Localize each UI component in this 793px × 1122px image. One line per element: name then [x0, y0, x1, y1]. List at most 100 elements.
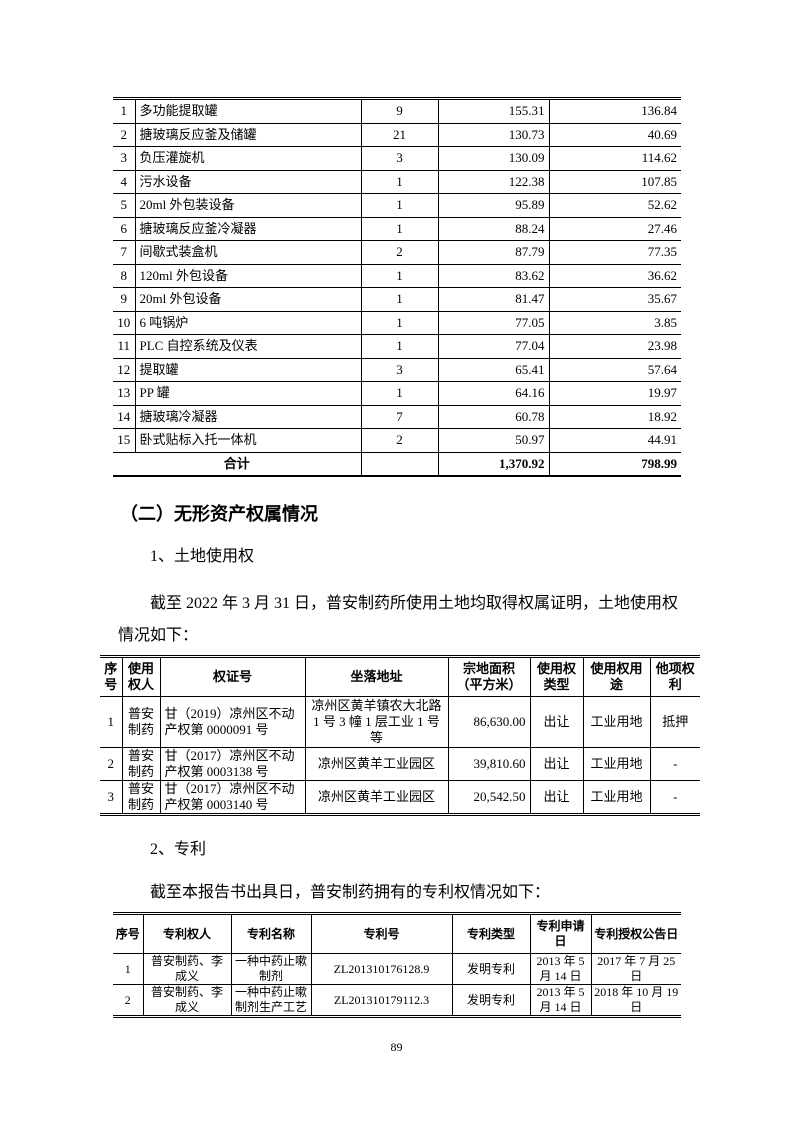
table-cell: 2: [113, 984, 144, 1017]
table-cell: PP 罐: [134, 381, 361, 406]
table-cell: 普安制药、李成义: [142, 953, 232, 985]
table-cell: 20ml 外包设备: [134, 287, 361, 312]
column-header: 专利名称: [230, 913, 312, 954]
table-cell: 2: [360, 428, 438, 453]
table-cell: 95.89: [437, 193, 549, 218]
table-cell: 83.62: [437, 263, 549, 288]
table-cell: 1: [113, 98, 135, 124]
table-cell: PLC 自控系统及仪表: [134, 334, 361, 359]
table-cell: 1: [360, 169, 438, 194]
table-cell: 136.84: [548, 98, 681, 124]
table-cell: 86,630.00: [447, 696, 531, 748]
page-number: 89: [390, 1040, 403, 1054]
table-cell: 65.41: [437, 357, 549, 382]
table-cell: 2013 年 5 月 14 日: [529, 953, 592, 985]
table-row: 9 20ml 外包设备 1 81.47 35.67: [113, 287, 681, 312]
table-cell: ZL201310179112.3: [310, 984, 453, 1017]
column-header: 专利号: [310, 913, 453, 954]
table-cell: ZL201310176128.9: [310, 953, 453, 985]
column-header: 使用权用途: [582, 656, 651, 697]
land-subheading: 1、土地使用权: [150, 548, 255, 565]
table-row: 1 多功能提取罐 9 155.31 136.84: [113, 98, 681, 124]
table-cell: 77.04: [437, 334, 549, 359]
table-cell: 提取罐: [134, 357, 361, 382]
column-header: 专利权人: [142, 913, 232, 954]
table-cell: 3: [100, 780, 123, 815]
table-cell: 87.79: [437, 240, 549, 265]
table-cell: 抵押: [649, 696, 700, 748]
equipment-table: 1 多功能提取罐 9 155.31 136.84 2 搪玻璃反应釜及储罐 21 130.73 40…: [113, 97, 681, 477]
table-row: 15 卧式贴标入托一体机 2 50.97 44.91: [113, 428, 681, 453]
total-value: 798.99: [548, 451, 681, 477]
table-cell: 3: [360, 357, 438, 382]
table-row: 2 普安制药 甘（2017）凉州区不动产权第 0003138 号凉州区黄羊工业园区 3…: [100, 747, 700, 781]
table-cell: 甘（2019）凉州区不动产权第 0000091 号: [159, 696, 306, 748]
table-cell: 50.97: [437, 428, 549, 453]
table-cell: 57.64: [548, 357, 681, 382]
table-cell: 1: [360, 334, 438, 359]
table-cell: 5: [113, 193, 135, 218]
table-cell: 一种中药止嗽制剂生产工艺: [230, 984, 312, 1017]
table-cell: 23.98: [548, 334, 681, 359]
table-cell: 搪玻璃反应釜及储罐: [134, 122, 361, 147]
table-cell: 15: [113, 428, 135, 453]
table-cell: 35.67: [548, 287, 681, 312]
column-header: 序号: [113, 913, 144, 954]
table-row: 1 普安制药、李成义 一种中药止嗽制剂 ZL201310176128.9 发明专利 201…: [113, 953, 681, 985]
table-cell: -: [649, 747, 700, 781]
table-cell: 出让: [529, 747, 584, 781]
table-cell: 2018 年 10 月 19 日: [590, 984, 681, 1017]
column-header: 权证号: [159, 656, 306, 697]
table-row: 8 120ml 外包设备 1 83.62 36.62: [113, 263, 681, 288]
table-cell: 13: [113, 381, 135, 406]
table-cell: 搪玻璃冷凝器: [134, 404, 361, 429]
table-row: 12 提取罐 3 65.41 57.64: [113, 357, 681, 382]
column-header: 专利类型: [451, 913, 531, 954]
land-use-table: 序号 使用权人 权证号 坐落地址 宗地面积（平方米） 使用权类型 使用权用途 他项权利 1 普安…: [100, 655, 700, 816]
table-cell: 14: [113, 404, 135, 429]
table-cell: 1: [113, 953, 144, 985]
column-header: 坐落地址: [304, 656, 449, 697]
table-row: 1 普安制药 甘（2019）凉州区不动产权第 0000091 号凉州区黄羊镇农大北路…: [100, 696, 700, 748]
table-cell: 卧式贴标入托一体机: [134, 428, 361, 453]
table-cell: 间歇式装盒机: [134, 240, 361, 265]
column-header: 专利授权公告日: [590, 913, 681, 954]
table-cell: 甘（2017）凉州区不动产权第 0003140 号: [159, 780, 306, 815]
table-cell: 20,542.50: [447, 780, 531, 815]
table-cell: 120ml 外包设备: [134, 263, 361, 288]
table-cell: 21: [360, 122, 438, 147]
table-row: 13 PP 罐 1 64.16 19.97: [113, 381, 681, 406]
table-cell: 44.91: [548, 428, 681, 453]
section-heading: （二）无形资产权属情况: [120, 504, 318, 524]
table-cell: 3.85: [548, 310, 681, 335]
table-cell: 107.85: [548, 169, 681, 194]
table-cell: 81.47: [437, 287, 549, 312]
table-cell: 40.69: [548, 122, 681, 147]
table-row: 10 6 吨锅炉 1 77.05 3.85: [113, 310, 681, 335]
column-header: 宗地面积（平方米）: [447, 656, 531, 697]
table-cell: 发明专利: [451, 984, 531, 1017]
table-cell: 9: [113, 287, 135, 312]
table-cell: 18.92: [548, 404, 681, 429]
table-cell: 6 吨锅炉: [134, 310, 361, 335]
table-cell: 12: [113, 357, 135, 382]
table-cell: 出让: [529, 780, 584, 815]
table-cell: 7: [360, 404, 438, 429]
table-cell: 6: [113, 216, 135, 241]
table-row: 3 负压灌旋机 3 130.09 114.62: [113, 146, 681, 171]
table-cell: 污水设备: [134, 169, 361, 194]
table-cell: 1: [360, 193, 438, 218]
patent-paragraph: 截至本报告书出具日，普安制药拥有的专利权情况如下：: [150, 884, 551, 901]
table-cell: 负压灌旋机: [134, 146, 361, 171]
table-cell: 出让: [529, 696, 584, 748]
table-cell: -: [649, 780, 700, 815]
table-cell: 130.09: [437, 146, 549, 171]
patent-table: 序号 专利权人 专利名称 专利号 专利类型 专利申请日 专利授权公告日 1 普安制药、李成义一…: [113, 912, 681, 1018]
table-cell: 甘（2017）凉州区不动产权第 0003138 号: [159, 747, 306, 781]
table-cell: 1: [360, 263, 438, 288]
table-cell: 3: [113, 146, 135, 171]
table-cell: 凉州区黄羊工业园区: [304, 747, 449, 781]
patent-subheading: 2、专利: [150, 841, 207, 858]
column-header: 使用权人: [121, 656, 161, 697]
table-cell: 工业用地: [582, 747, 651, 781]
